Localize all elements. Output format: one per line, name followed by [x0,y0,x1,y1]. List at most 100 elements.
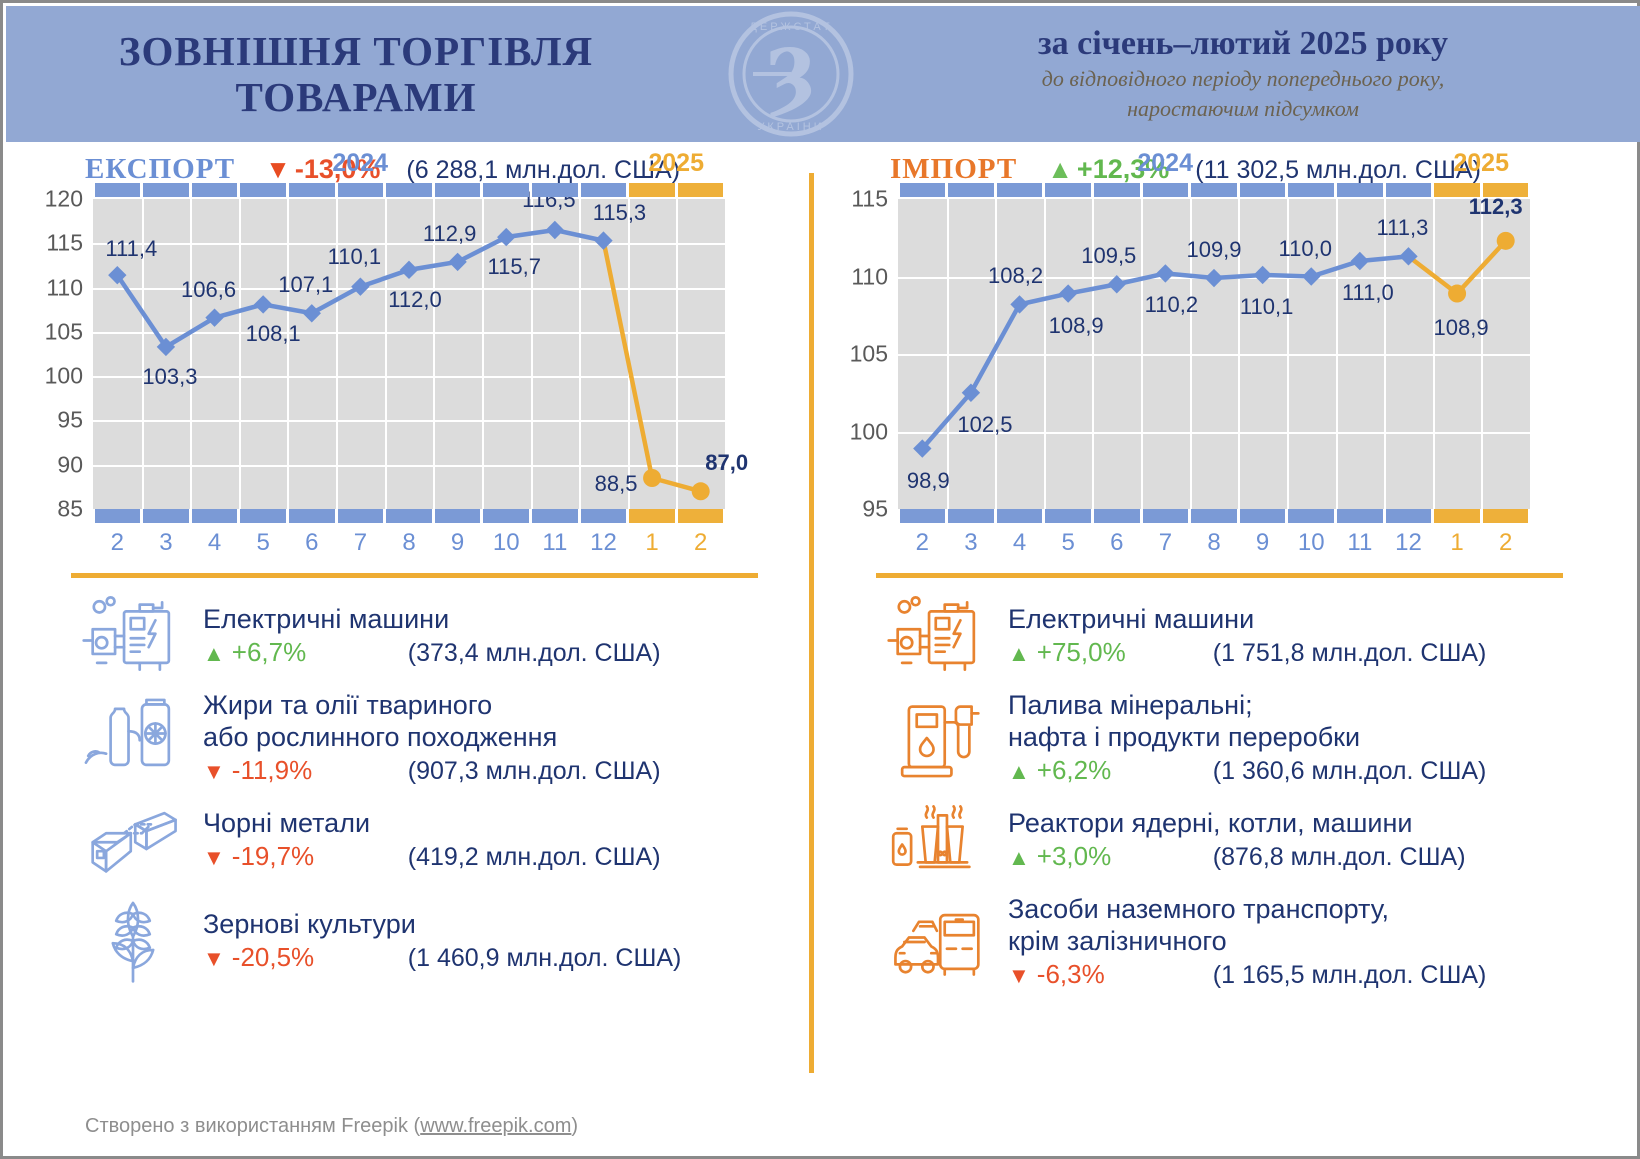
item-body: Чорні метали ▼ -19,7% (419,2 млн.дол. США) [193,807,798,872]
header-title-block: ЗОВНІШНЯ ТОРГІВЛЯ ТОВАРАМИ [6,28,706,120]
x-axis-tick: 11 [542,529,568,556]
year-bar-segment-2024 [1191,183,1237,197]
x-axis-tick: 6 [1110,529,1124,556]
trend-up-icon: ▲ [1008,641,1030,666]
footer-credit: Створено з використанням Freepik (www.fr… [85,1115,578,1138]
gridline [93,243,725,246]
data-label: 110,1 [327,243,382,269]
x-axis-tick: 9 [1255,529,1270,556]
y-axis-tick: 95 [57,406,83,433]
item-icon-wrap [878,588,998,683]
item-stats-row: ▲ +3,0% (876,8 млн.дол. США) [1008,841,1603,872]
x-axis-tick: 7 [353,529,368,556]
import-amount: (11 302,5 млн.дол. США) [1195,156,1481,184]
gridline [93,331,725,334]
x-axis-tick: 11 [1347,529,1373,556]
year-bar-segment-2024 [386,183,432,197]
export-rule [71,573,758,578]
import-percent: +12,3% [1076,154,1170,184]
gridline-vertical [336,199,339,509]
data-point-2024 [545,220,565,240]
export-trend-down-icon: ▼ [265,154,291,184]
item-stats-row: ▼ -11,9% (907,3 млн.дол. США) [203,755,798,786]
data-label: 108,9 [1433,314,1489,340]
import-plot-area: 98,9 102,5 108,2 108,9 109,5 110,2 109,9 110,1 1… [898,194,1530,509]
year-bar-segment-2024 [1385,183,1432,197]
electric-machines-icon [82,595,171,671]
gridline-vertical [1238,199,1241,509]
gridline-vertical [1189,199,1192,509]
year-bar-segment-2024 [1385,509,1432,523]
data-label: 111,3 [1376,215,1429,241]
derzhstat-ukraine-logo-icon: Ȝ ДЕРЖСТАТ УКРАЇНИ [728,11,854,137]
data-point-2024 [302,304,321,323]
year-bar-segment-2024 [996,509,1043,523]
y-axis-tick: 95 [862,495,888,522]
year-bar-segment-2024 [580,183,627,197]
y-axis-tick: 110 [851,263,888,289]
gridline [93,287,725,290]
x-axis-tick: 5 [256,529,270,556]
y-axis-tick: 115 [46,229,83,256]
gridline [93,376,725,379]
year-bar-segment-2024 [240,183,286,197]
gridline-vertical [579,199,582,509]
subtitle-line1: до відповідного періоду попереднього рок… [1041,66,1445,91]
x-axis-tick: 10 [1297,529,1325,556]
period-label: за січень–лютий 2025 року [1037,25,1449,62]
panel-divider [809,173,814,1073]
list-item: Електричні машини ▲ +6,7% (373,4 млн.дол. С… [73,588,798,683]
export-amount: (6 288,1 млн.дол. США) [406,156,681,184]
item-icon-wrap [73,893,193,988]
year-bar-segment-2024 [1142,183,1189,197]
item-amount: (1 165,5 млн.дол. США) [1212,961,1487,989]
year-bar-segment-2024 [899,509,946,523]
data-point-2024 [1107,275,1126,294]
gridline-vertical [141,199,144,509]
item-name-line: Чорні метали [203,808,371,838]
item-stats-row: ▼ -19,7% (419,2 млн.дол. США) [203,841,798,872]
data-point-2024 [1253,265,1272,285]
data-point-2024 [253,295,273,314]
data-point-2024 [448,252,467,272]
data-label: 107,1 [278,272,334,298]
y-axis-tick: 105 [849,340,888,367]
footer-text: Створено з використанням Freepik ( [85,1115,421,1137]
year-bar-segment-2024 [1288,509,1335,523]
gridline [898,431,1530,434]
data-label: 98,9 [906,467,950,493]
item-amount: (876,8 млн.дол. США) [1212,843,1466,871]
grain-crops-icon [111,901,155,983]
item-icon-wrap [878,690,998,785]
year-label-2025: 2025 [648,149,704,177]
item-name-line: нафта і продукти переробки [1008,722,1361,752]
trend-up-icon: ▲ [203,641,225,666]
import-year-bar-bottom [898,509,1530,523]
data-label: 108,9 [1048,312,1104,338]
year-bar-segment-2024 [532,183,578,197]
data-point-2024 [1010,295,1029,314]
data-label: 108,2 [988,263,1044,289]
fuel-pump-icon [900,704,980,777]
trend-down-icon: ▼ [1008,963,1030,988]
x-axis-tick: 9 [450,529,465,556]
item-name-line: Зернові культури [203,909,416,939]
gridline-vertical [946,199,949,509]
trend-down-icon: ▼ [203,946,225,971]
data-label: 109,9 [1186,237,1242,263]
freepik-link[interactable]: www.freepik.com [420,1115,572,1137]
gridline-vertical [481,199,484,509]
gridline-vertical [384,199,387,509]
export-year-bar-top [93,183,725,197]
data-point-2025 [1448,284,1467,303]
year-bar-segment-2024 [94,183,141,197]
x-axis-tick: 3 [159,529,173,556]
y-axis-tick: 110 [46,274,83,301]
data-point-2024 [1302,267,1321,286]
import-items-list: Електричні машини ▲ +75,0% (1 751,8 млн.дол… [828,588,1603,990]
data-label: 110,2 [1144,292,1199,318]
year-bar-segment-2024 [337,183,384,197]
gridline [93,420,725,423]
item-amount: (907,3 млн.дол. США) [407,757,661,785]
